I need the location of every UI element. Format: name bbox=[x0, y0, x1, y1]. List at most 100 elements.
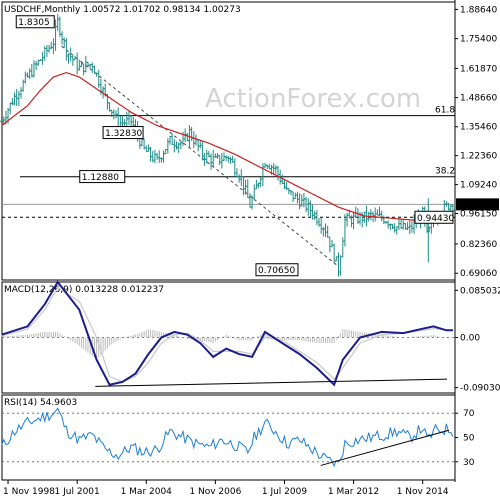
price-bar bbox=[60, 31, 64, 45]
x-tick-label: 1 Jul 2009 bbox=[262, 487, 307, 497]
price-bar bbox=[382, 215, 386, 225]
price-bars bbox=[0, 14, 455, 277]
price-bar bbox=[317, 217, 321, 227]
price-bar bbox=[32, 60, 36, 78]
level-label: 1.8305 bbox=[15, 15, 55, 28]
level-label: 1.12880 bbox=[79, 170, 126, 184]
price-y-tick-label: 0.96150 bbox=[460, 209, 497, 219]
level-label-text: 1.32830 bbox=[105, 129, 142, 139]
price-bar bbox=[144, 145, 148, 152]
macd-line bbox=[1, 280, 453, 387]
price-bar bbox=[319, 217, 323, 234]
x-tick-label: 1 Mar 2012 bbox=[328, 487, 379, 497]
price-bar bbox=[395, 226, 399, 235]
price-bar bbox=[125, 111, 129, 128]
current-price-tag-bg bbox=[456, 198, 499, 211]
price-bar bbox=[380, 210, 384, 222]
price-bar bbox=[209, 153, 213, 170]
price-bar bbox=[198, 140, 202, 149]
rsi-line bbox=[1, 407, 454, 468]
price-bar bbox=[295, 191, 299, 204]
price-bar bbox=[328, 236, 332, 253]
price-bar bbox=[336, 252, 340, 277]
price-bar bbox=[308, 200, 312, 217]
panel-frame-1 bbox=[1, 1, 456, 281]
price-y-tick-label: 1.09240 bbox=[460, 181, 497, 191]
price-bar bbox=[153, 149, 157, 164]
price-bar bbox=[274, 165, 278, 175]
x-tick-label: 1 Mar 2004 bbox=[121, 487, 173, 497]
price-y-tick-label: 1.48660 bbox=[460, 94, 497, 104]
price-bar bbox=[326, 225, 330, 238]
price-bar bbox=[159, 157, 163, 163]
price-bar bbox=[341, 237, 345, 258]
price-bar bbox=[311, 204, 315, 220]
price-y-tick-label: 0.82360 bbox=[460, 240, 497, 250]
price-bar bbox=[75, 52, 79, 75]
price-bar bbox=[174, 141, 178, 150]
current-price-tag-text: 1.00273 bbox=[459, 201, 496, 211]
price-bar bbox=[244, 179, 248, 195]
price-bar bbox=[276, 165, 280, 181]
price-bar bbox=[151, 150, 155, 163]
price-bar bbox=[166, 138, 170, 154]
price-bar bbox=[289, 190, 293, 195]
header-text: USDCHF,Monthly 1.00572 1.01702 0.98134 1… bbox=[4, 5, 241, 15]
price-bar bbox=[254, 179, 258, 190]
rsi-trendline bbox=[320, 429, 450, 466]
level-label-box bbox=[255, 263, 299, 277]
price-bar bbox=[13, 92, 17, 106]
level-label: 0.94430 bbox=[414, 210, 454, 224]
macd-signal-line bbox=[1, 286, 454, 383]
rsi-y-tick-label: 70 bbox=[463, 409, 475, 419]
price-bar bbox=[410, 220, 414, 233]
price-bar bbox=[179, 141, 183, 150]
price-y-tick-label: 1.61870 bbox=[460, 64, 497, 74]
rsi-y-tick-label: 30 bbox=[463, 458, 475, 468]
x-tick-label: 1 Nov 1998 bbox=[3, 487, 55, 497]
price-bar bbox=[200, 141, 204, 161]
price-bar bbox=[34, 60, 38, 70]
price-bar bbox=[17, 91, 21, 106]
price-bar bbox=[235, 168, 239, 178]
price-bar bbox=[246, 179, 250, 199]
price-bar bbox=[233, 158, 237, 177]
price-bar bbox=[196, 138, 200, 152]
price-bar bbox=[373, 207, 377, 222]
x-tick-label: 1 Nov 2014 bbox=[397, 487, 449, 497]
price-y-tick-label: 1.75400 bbox=[460, 35, 497, 45]
price-bar bbox=[164, 148, 168, 155]
price-bar bbox=[332, 243, 336, 264]
rsi-title: RSI(14) 54.9603 bbox=[4, 398, 77, 408]
price-bar bbox=[406, 222, 410, 231]
price-bar bbox=[334, 256, 338, 262]
price-bar bbox=[15, 88, 19, 107]
level-label-box bbox=[102, 126, 144, 140]
price-bar bbox=[71, 55, 75, 66]
level-label: 1.32830 bbox=[102, 126, 144, 140]
price-bar bbox=[241, 176, 245, 196]
price-bar bbox=[248, 192, 252, 208]
price-bar bbox=[261, 163, 265, 187]
price-bar bbox=[112, 109, 116, 120]
price-bar bbox=[228, 156, 232, 164]
price-bar bbox=[170, 133, 174, 145]
price-bar bbox=[23, 71, 27, 84]
price-bar bbox=[56, 14, 60, 31]
diagonal-dashed-trend bbox=[61, 45, 340, 268]
price-bar bbox=[67, 53, 71, 64]
level-label-text: 0.94430 bbox=[417, 214, 454, 224]
macd-trendline bbox=[95, 378, 448, 387]
price-bar bbox=[306, 198, 310, 216]
price-bar bbox=[330, 239, 334, 248]
price-bar bbox=[82, 63, 86, 76]
price-bar bbox=[149, 147, 153, 162]
price-bar bbox=[226, 155, 230, 163]
price-bar bbox=[84, 55, 88, 73]
moving-average-line bbox=[1, 71, 454, 222]
rsi-y-tick-label: 50 bbox=[463, 434, 475, 444]
price-bar bbox=[291, 191, 295, 203]
price-bar bbox=[8, 102, 12, 114]
level-label-text: 1.12880 bbox=[82, 173, 119, 183]
